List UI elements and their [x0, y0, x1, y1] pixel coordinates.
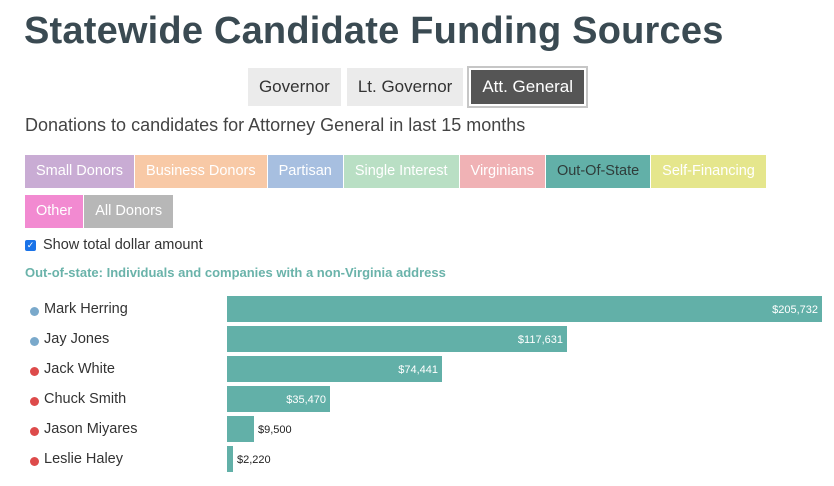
party-dot-icon	[30, 337, 39, 346]
race-tabs: Governor Lt. Governor Att. General	[0, 66, 834, 108]
amount-label: $117,631	[517, 334, 563, 346]
candidate-row: Jason Miyares $9,500	[0, 414, 834, 444]
amount-label: $205,732	[772, 304, 818, 316]
candidate-row: Jay Jones $117,631	[0, 324, 834, 354]
party-dot-icon	[30, 367, 39, 376]
filter-partisan[interactable]: Partisan	[267, 155, 343, 188]
party-dot-icon	[30, 427, 39, 436]
candidate-row: Chuck Smith $35,470	[0, 384, 834, 414]
checkbox[interactable]: ✓	[25, 239, 36, 251]
chart-subtitle: Donations to candidates for Attorney Gen…	[25, 115, 526, 135]
amount-label: $2,220	[237, 454, 271, 466]
filter-out-of-state[interactable]: Out-Of-State	[545, 155, 651, 188]
amount-label: $35,470	[286, 394, 326, 406]
party-dot-icon	[30, 307, 39, 316]
candidate-row: Mark Herring $205,732	[0, 294, 834, 324]
funding-bar[interactable]	[227, 446, 233, 472]
filter-self-financing[interactable]: Self-Financing	[651, 155, 766, 188]
amount-label: $74,441	[398, 364, 438, 376]
funding-bar[interactable]	[227, 356, 442, 382]
tab-governor[interactable]: Governor	[247, 68, 341, 106]
filter-virginians[interactable]: Virginians	[459, 155, 545, 188]
candidate-name: Leslie Haley	[44, 451, 123, 467]
candidate-name: Mark Herring	[44, 301, 128, 317]
candidate-row: Jack White $74,441	[0, 354, 834, 384]
amount-label: $9,500	[258, 424, 292, 436]
funding-bar[interactable]	[227, 296, 822, 322]
candidate-name: Chuck Smith	[44, 391, 127, 407]
candidate-row: Leslie Haley $2,220	[0, 444, 834, 474]
filter-single-interest[interactable]: Single Interest	[343, 155, 459, 188]
filter-description: Out-of-state: Individuals and companies …	[25, 265, 446, 280]
filter-all-donors[interactable]: All Donors	[84, 195, 174, 228]
party-dot-icon	[30, 457, 39, 466]
tab-lt-governor[interactable]: Lt. Governor	[346, 68, 464, 106]
funding-bar-chart: Mark Herring $205,732 Jay Jones $117,631 Jac…	[0, 294, 834, 474]
funding-bar[interactable]	[227, 326, 567, 352]
candidate-name: Jay Jones	[44, 331, 110, 347]
filter-other[interactable]: Other	[25, 195, 84, 228]
page-title: Statewide Candidate Funding Sources	[24, 10, 724, 52]
filter-business-donors[interactable]: Business Donors	[135, 155, 267, 188]
funding-bar[interactable]	[227, 386, 330, 412]
candidate-name: Jason Miyares	[44, 421, 138, 437]
candidate-name: Jack White	[44, 361, 115, 377]
donor-filter-bar: Small Donors Business Donors Partisan Si…	[25, 155, 825, 235]
party-dot-icon	[30, 397, 39, 406]
filter-small-donors[interactable]: Small Donors	[25, 155, 135, 188]
funding-bar[interactable]	[227, 416, 254, 442]
tab-att-general[interactable]: Att. General	[467, 66, 589, 108]
show-total-toggle[interactable]: ✓ Show total dollar amount	[25, 237, 203, 253]
show-total-label: Show total dollar amount	[43, 237, 203, 253]
